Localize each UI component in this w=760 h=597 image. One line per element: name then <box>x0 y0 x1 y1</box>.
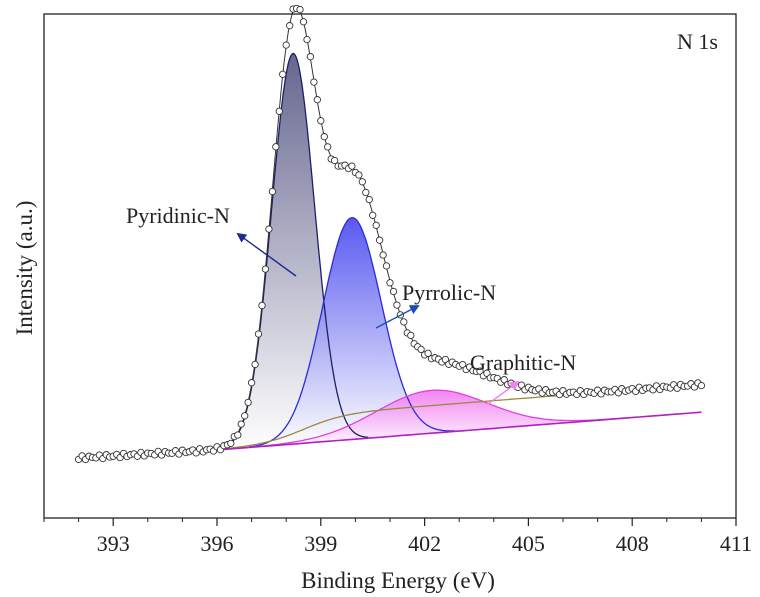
arrow-pyridinic-n <box>236 232 297 277</box>
chart-title: N 1s <box>677 29 718 54</box>
raw-data-point <box>282 41 290 49</box>
raw-data-point <box>417 345 425 354</box>
raw-data-point <box>254 330 263 338</box>
raw-data-point <box>265 225 273 233</box>
x-axis-title: Binding Energy (eV) <box>301 568 495 593</box>
y-axis-title: Intensity (a.u.) <box>12 201 37 336</box>
raw-data-point <box>386 279 394 287</box>
label-graphitic-n: Graphitic-N <box>470 350 576 375</box>
peak-fill-1 <box>249 217 455 448</box>
raw-data-point <box>362 188 370 197</box>
raw-data-point <box>355 171 363 179</box>
raw-data-point <box>369 211 377 219</box>
raw-data-point <box>400 318 408 326</box>
raw-data-point <box>247 379 256 387</box>
raw-data-point <box>286 22 294 30</box>
x-tick-label: 396 <box>201 531 234 556</box>
raw-data-point <box>258 301 266 310</box>
raw-data-point <box>234 431 242 439</box>
raw-data-point <box>317 117 325 125</box>
raw-data-point <box>296 5 304 14</box>
raw-data-point <box>348 162 356 170</box>
raw-data-point <box>358 178 366 186</box>
raw-data-point <box>372 221 380 229</box>
raw-data-point <box>365 195 373 204</box>
raw-data-point <box>241 412 249 420</box>
raw-data-point <box>324 143 332 151</box>
peak-fill-0 <box>218 53 369 450</box>
x-tick-label: 402 <box>408 531 441 556</box>
raw-data-point <box>379 251 387 259</box>
raw-data-point <box>279 70 287 78</box>
raw-data-point <box>393 301 401 309</box>
x-tick-label: 405 <box>512 531 545 556</box>
raw-data-point <box>407 331 415 340</box>
raw-data-point <box>244 398 252 407</box>
raw-data-point <box>299 18 308 26</box>
x-tick-label: 399 <box>304 531 337 556</box>
raw-data-point <box>389 287 398 296</box>
raw-data-point <box>441 355 450 364</box>
raw-data-points <box>74 4 706 464</box>
raw-data-point <box>375 236 384 244</box>
raw-data-point <box>227 439 235 448</box>
raw-data-point <box>268 187 277 196</box>
raw-data-point <box>275 107 283 115</box>
raw-data-point <box>697 381 706 390</box>
raw-data-point <box>382 262 391 270</box>
raw-data-point <box>272 143 280 151</box>
raw-data-point <box>306 53 315 61</box>
x-tick-label: 411 <box>720 531 752 556</box>
raw-data-point <box>330 156 339 165</box>
raw-data-point <box>313 96 321 104</box>
raw-data-point <box>459 360 467 369</box>
arrow-pyrrolic-n <box>375 305 420 329</box>
x-tick-label: 408 <box>616 531 649 556</box>
raw-data-point <box>424 349 432 357</box>
raw-data-point <box>320 133 328 141</box>
raw-data-point <box>251 360 259 369</box>
label-pyrrolic-n: Pyrrolic-N <box>402 280 496 305</box>
raw-data-point <box>310 78 318 86</box>
raw-data-point <box>261 265 270 273</box>
raw-data-point <box>237 420 245 428</box>
peak-fill-2 <box>237 390 626 449</box>
raw-data-point <box>500 376 508 384</box>
raw-data-point <box>303 35 311 44</box>
peak-line-1 <box>248 217 455 448</box>
peak-fills <box>218 53 626 450</box>
peak-line-2 <box>237 389 626 449</box>
label-pyridinic-n: Pyridinic-N <box>126 203 230 228</box>
x-tick-label: 393 <box>97 531 130 556</box>
x-axis-ticks: 393 396 399 402 405 408 411 <box>43 518 752 556</box>
arrow-graphitic-n <box>487 380 520 405</box>
